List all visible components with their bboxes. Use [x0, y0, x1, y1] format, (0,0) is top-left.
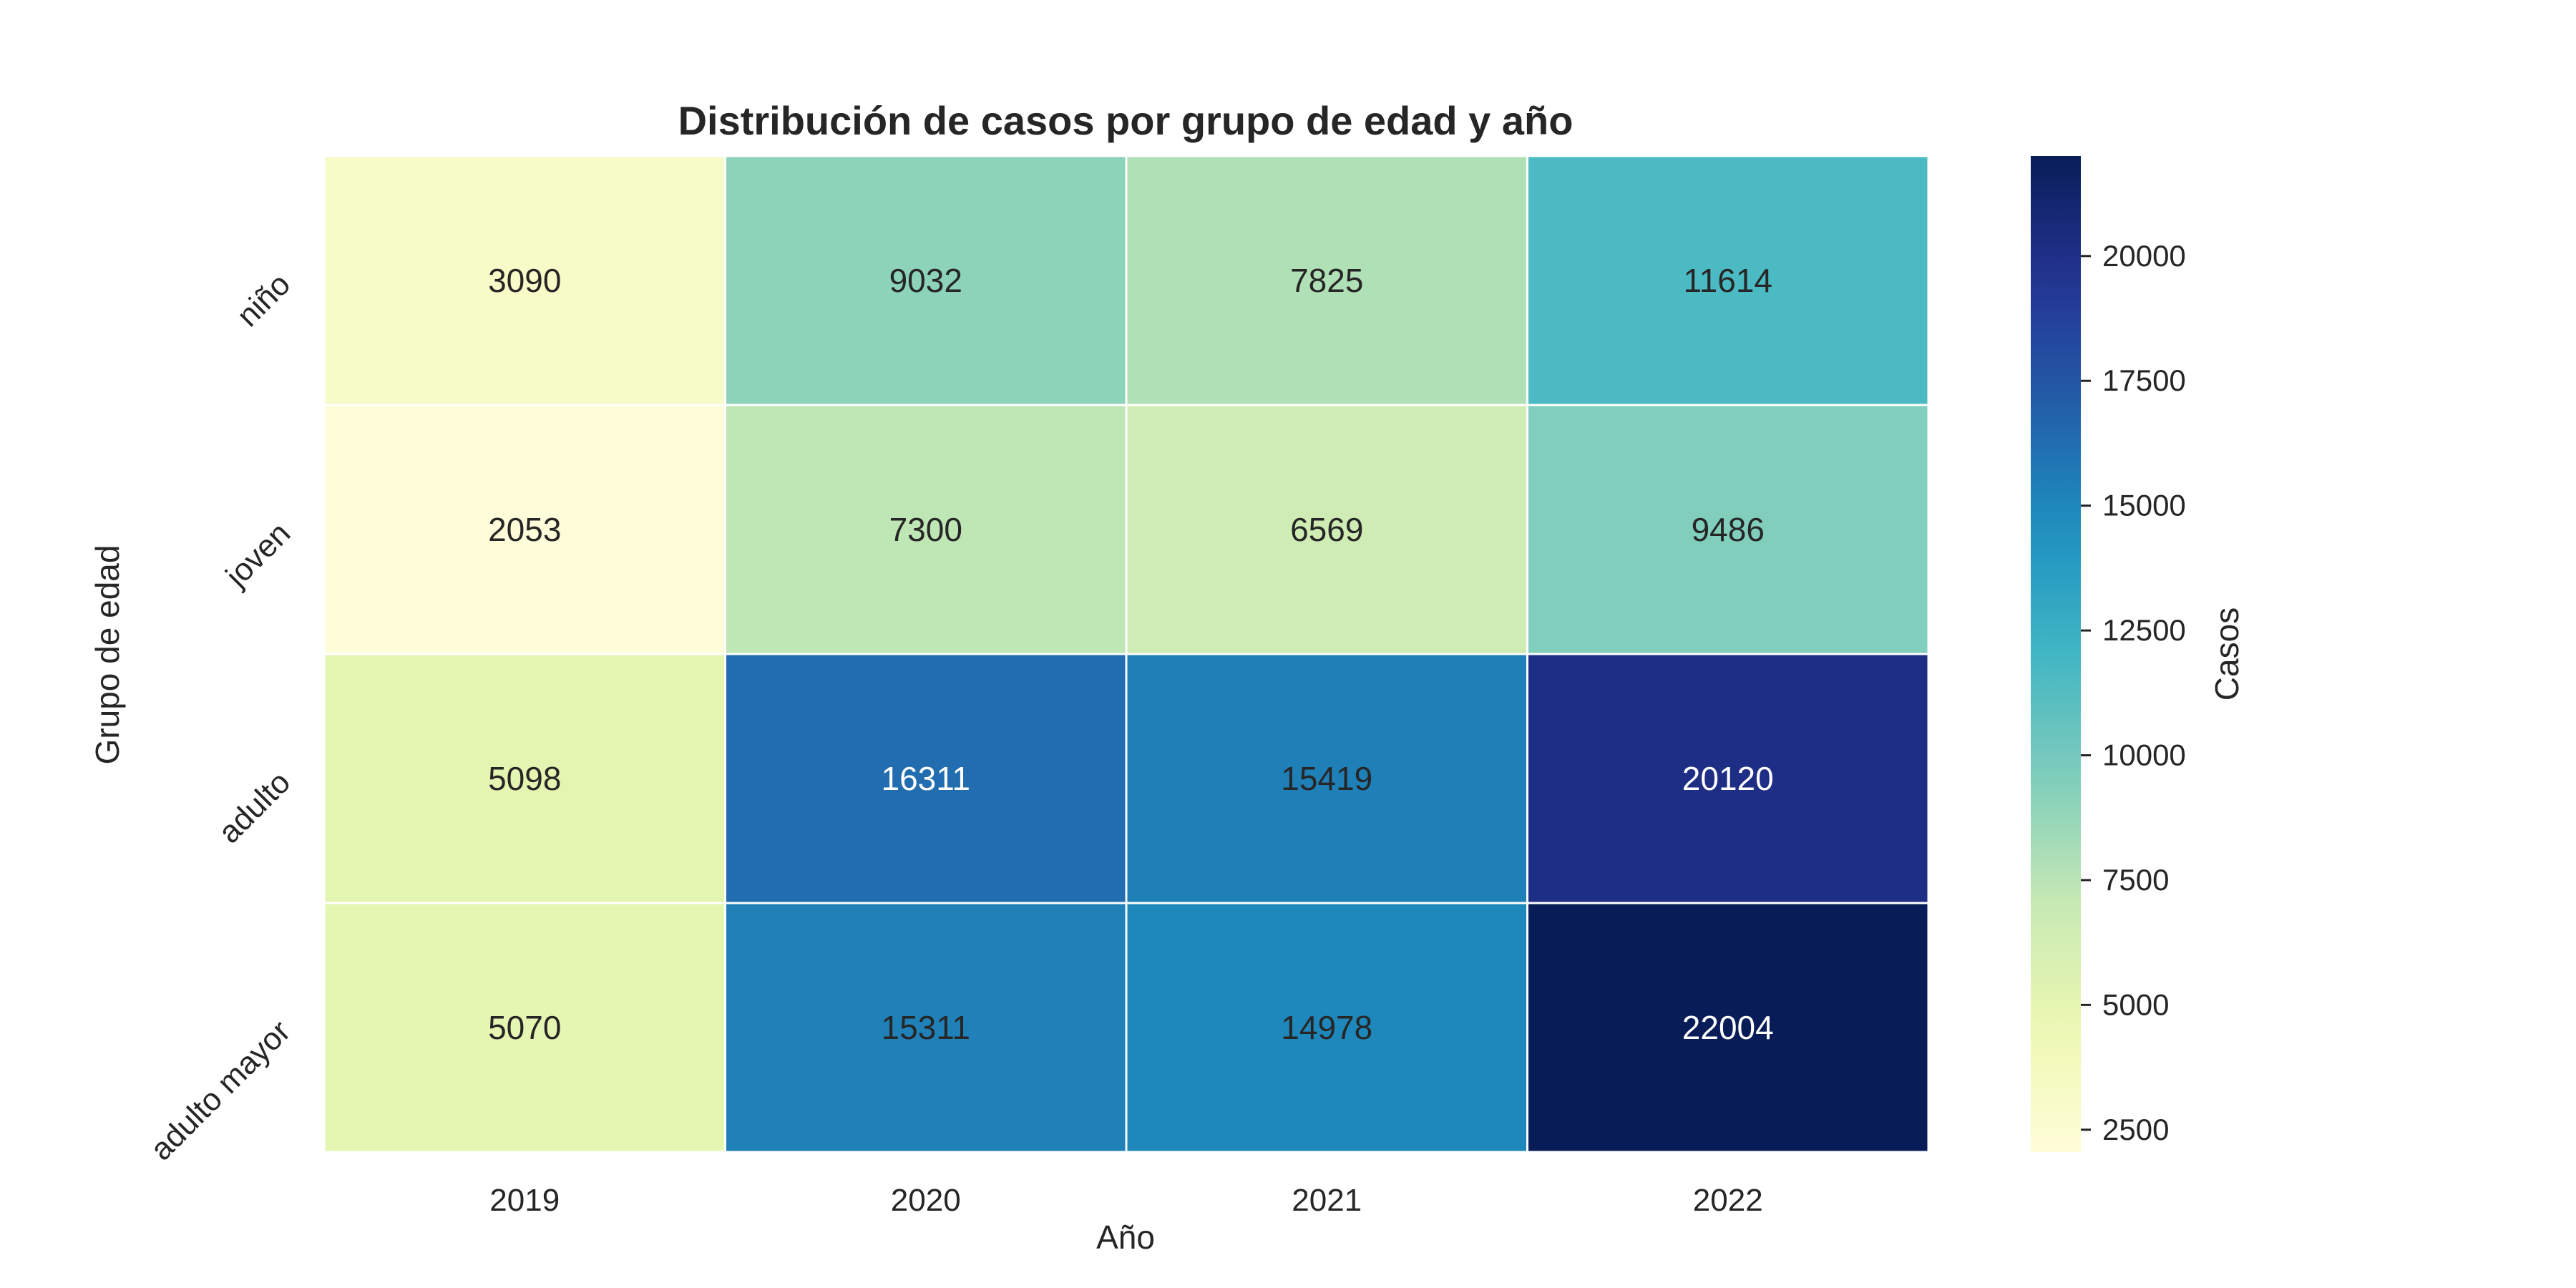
heatmap-cell [1125, 902, 1528, 1153]
colorbar-tick-label: 12500 [2102, 613, 2186, 647]
cell-value-label: 22004 [1682, 1009, 1774, 1046]
y-axis-label: Grupo de edad [89, 545, 126, 765]
heatmap-cell [1526, 404, 1930, 655]
cell-value-label: 6569 [1290, 511, 1363, 548]
heatmap-cell [1526, 653, 1930, 904]
cell-value-label: 20120 [1682, 760, 1774, 797]
y-tick-labels: niño joven adulto adulto mayor [144, 267, 298, 1168]
heatmap-cell-labels: 3090 9032 7825 11614 2053 7300 6569 9486 5098 163… [488, 262, 1774, 1046]
cell-value-label: 15419 [1281, 760, 1372, 797]
cell-value-label: 2053 [488, 511, 561, 548]
cell-value-label: 7825 [1290, 262, 1363, 299]
heatmap-cell [1526, 155, 1930, 406]
cell-value-label: 9032 [889, 262, 962, 299]
cell-value-label: 3090 [488, 262, 561, 299]
heatmap-cell [724, 902, 1128, 1153]
heatmap-cell [724, 155, 1128, 406]
colorbar-tick-label: 17500 [2102, 364, 2186, 397]
y-tick-label: joven [218, 516, 297, 595]
heatmap-cell [1526, 902, 1930, 1153]
cell-value-label: 5070 [488, 1009, 561, 1046]
cell-value-label: 15311 [881, 1009, 970, 1046]
x-tick-label: 2022 [1693, 1183, 1763, 1218]
x-tick-label: 2020 [891, 1183, 961, 1218]
colorbar [2031, 156, 2081, 1152]
colorbar-tick-label: 20000 [2102, 239, 2186, 273]
cell-value-label: 14978 [1281, 1009, 1372, 1046]
heatmap-cell [1125, 155, 1528, 406]
heatmap-cell [323, 404, 726, 655]
cell-value-label: 5098 [488, 760, 561, 797]
y-tick-label: adulto [212, 765, 297, 850]
colorbar-tick-label: 2500 [2102, 1113, 2169, 1146]
heatmap-cells [323, 155, 1930, 1153]
colorbar-ticks: 2500 5000 7500 10000 12500 15000 17500 20000 [2081, 239, 2186, 1146]
x-tick-label: 2019 [489, 1183, 560, 1218]
x-axis-label: Año [1096, 1219, 1155, 1256]
y-tick-label: niño [230, 267, 297, 333]
colorbar-tick-label: 15000 [2102, 489, 2186, 522]
chart-title: Distribución de casos por grupo de edad … [678, 98, 1574, 143]
colorbar-tick-label: 7500 [2102, 863, 2169, 897]
y-tick-label: adulto mayor [144, 1014, 298, 1168]
colorbar-label: Casos [2208, 608, 2245, 701]
colorbar-tick-label: 5000 [2102, 987, 2169, 1021]
heatmap-cell [323, 155, 726, 406]
cell-value-label: 11614 [1683, 262, 1772, 299]
x-tick-label: 2021 [1292, 1183, 1362, 1218]
heatmap-cell [323, 902, 726, 1153]
heatmap-cell [724, 404, 1128, 655]
x-tick-labels: 2019 2020 2021 2022 [489, 1183, 1762, 1218]
cell-value-label: 7300 [889, 511, 962, 548]
cell-value-label: 9486 [1692, 511, 1765, 548]
colorbar-tick-label: 10000 [2102, 738, 2186, 772]
cell-value-label: 16311 [881, 760, 970, 797]
heatmap-cell [724, 653, 1128, 904]
